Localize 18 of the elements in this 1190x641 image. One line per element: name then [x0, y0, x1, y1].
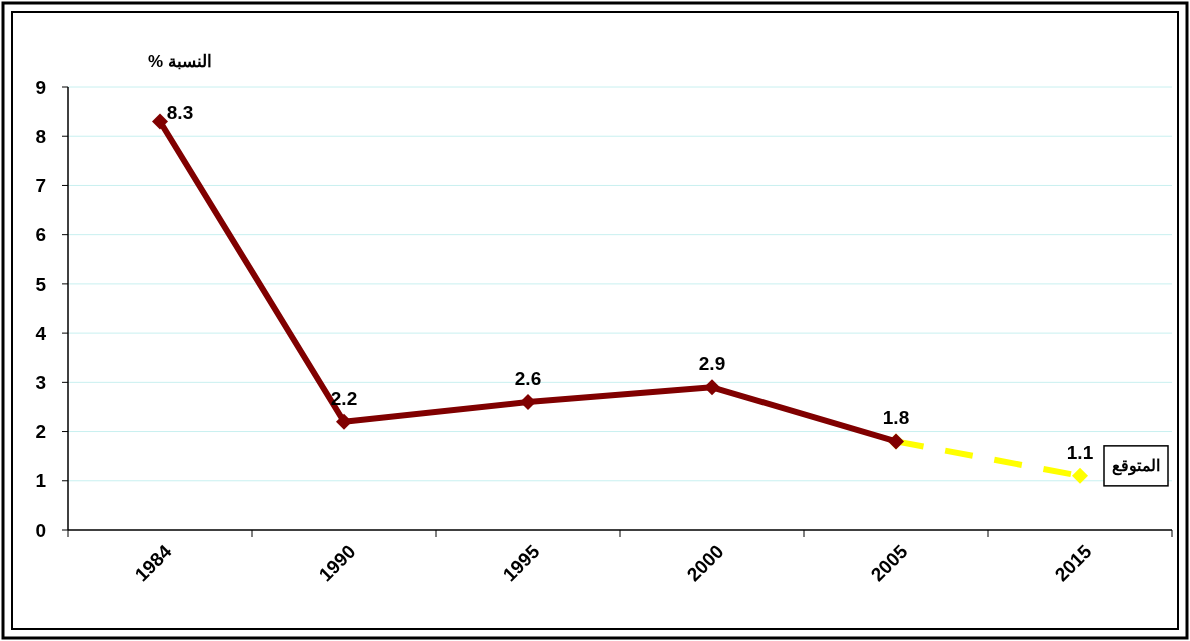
- data-label: 8.3: [166, 102, 194, 124]
- data-label: 2.6: [514, 368, 542, 390]
- y-tick-label: 3: [35, 371, 46, 393]
- y-tick-label: 0: [35, 519, 46, 541]
- data-label: 2.2: [330, 387, 358, 409]
- y-tick-label: 6: [35, 224, 46, 246]
- y-tick-label: 1: [35, 470, 47, 492]
- y-axis-title: النسبة %: [148, 52, 212, 71]
- annotation: المتوقع: [1112, 457, 1160, 477]
- y-tick-label: 5: [35, 273, 47, 295]
- y-tick-label: 4: [35, 322, 47, 344]
- y-tick-label: 9: [35, 76, 46, 98]
- data-label: 2.9: [698, 353, 726, 375]
- data-label: 1.1: [1066, 441, 1094, 463]
- y-tick-label: 2: [35, 421, 46, 443]
- data-label: 1.8: [882, 407, 910, 429]
- y-tick-label: 7: [35, 175, 46, 197]
- y-tick-label: 8: [35, 125, 46, 147]
